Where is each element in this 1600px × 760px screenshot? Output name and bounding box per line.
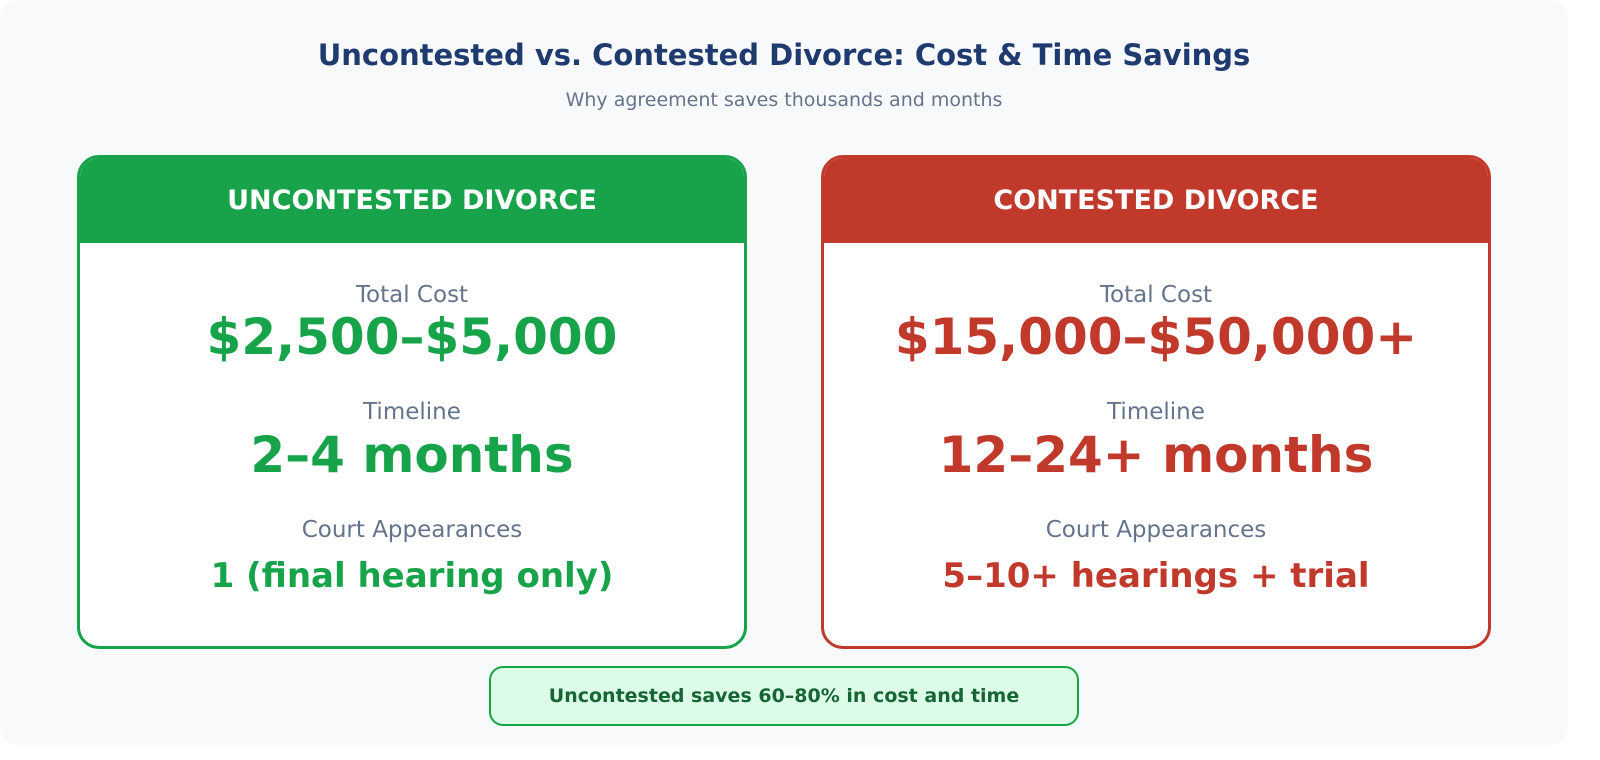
page-title: Uncontested vs. Contested Divorce: Cost … bbox=[317, 38, 1251, 72]
cost-label: Total Cost bbox=[1099, 282, 1213, 308]
cost-value: $15,000–$50,000+ bbox=[894, 308, 1418, 366]
card-header: CONTESTED DIVORCE bbox=[824, 158, 1488, 243]
timeline-label: Timeline bbox=[1107, 399, 1205, 425]
timeline-value: 12–24+ months bbox=[938, 426, 1374, 484]
cost-label: Total Cost bbox=[355, 282, 469, 308]
court-value: 1 (final hearing only) bbox=[210, 556, 614, 596]
card-header: UNCONTESTED DIVORCE bbox=[80, 158, 744, 243]
court-label: Court Appearances bbox=[301, 517, 523, 543]
cost-value: $2,500–$5,000 bbox=[206, 308, 618, 366]
page: Uncontested vs. Contested Divorce: Cost … bbox=[77, 38, 1491, 726]
court-value: 5–10+ hearings + trial bbox=[942, 556, 1370, 596]
page-subtitle: Why agreement saves thousands and months bbox=[565, 89, 1003, 111]
timeline-label: Timeline bbox=[363, 399, 461, 425]
court-label: Court Appearances bbox=[1045, 517, 1267, 543]
timeline-value: 2–4 months bbox=[250, 426, 574, 484]
savings-banner: Uncontested saves 60–80% in cost and tim… bbox=[489, 666, 1079, 726]
uncontested-card: UNCONTESTED DIVORCE Total Cost $2,500–$5… bbox=[77, 155, 747, 649]
contested-card: CONTESTED DIVORCE Total Cost $15,000–$50… bbox=[821, 155, 1491, 649]
